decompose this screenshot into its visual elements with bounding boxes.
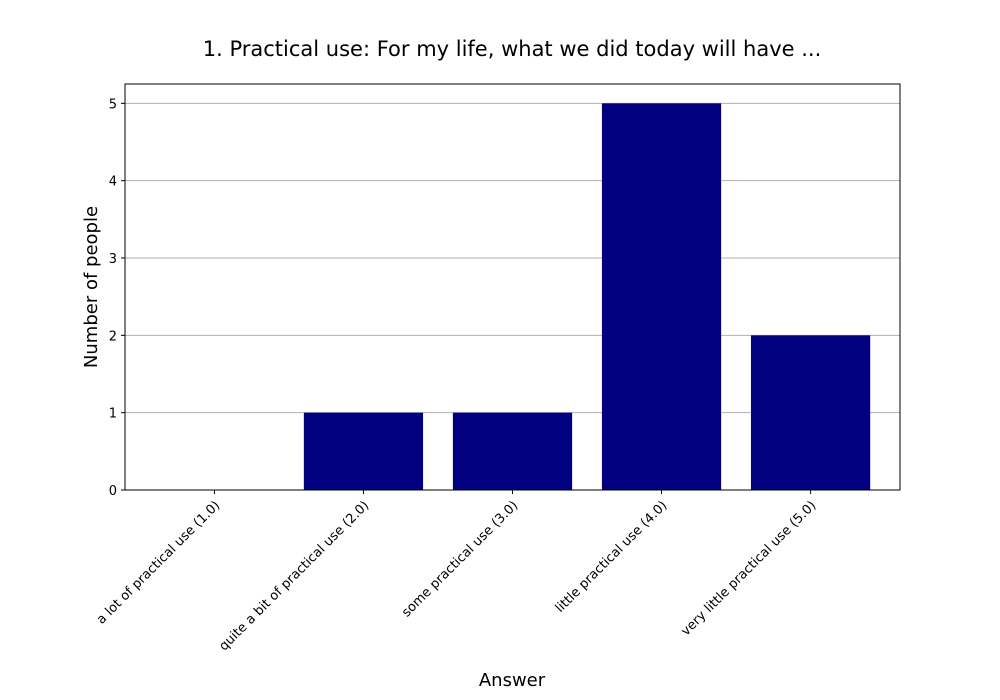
bar-layer (303, 103, 871, 490)
y-axis-label: Number of people (81, 206, 102, 368)
y-tick-label: 0 (109, 484, 117, 499)
y-tick-label: 2 (109, 329, 117, 344)
bar (601, 103, 722, 490)
chart-title: 1. Practical use: For my life, what we d… (203, 37, 822, 61)
x-axis-ticks: a lot of practical use (1.0)quite a bit … (94, 490, 819, 654)
bar (750, 335, 871, 490)
x-tick-label: a lot of practical use (1.0) (94, 498, 223, 627)
y-tick-label: 1 (109, 407, 117, 422)
x-tick-label: little practical use (4.0) (553, 498, 671, 616)
x-tick-label: very little practical use (5.0) (679, 498, 820, 639)
y-axis-ticks: 0 1 2 3 4 5 (109, 97, 125, 499)
x-tick-label: quite a bit of practical use (2.0) (216, 498, 372, 654)
bar (452, 412, 573, 490)
x-axis-label: Answer (479, 670, 546, 691)
y-tick-label: 4 (109, 175, 117, 190)
x-tick-label: some practical use (3.0) (399, 498, 521, 620)
y-tick-label: 3 (109, 252, 117, 267)
bar (303, 412, 424, 490)
y-tick-label: 5 (109, 97, 117, 112)
